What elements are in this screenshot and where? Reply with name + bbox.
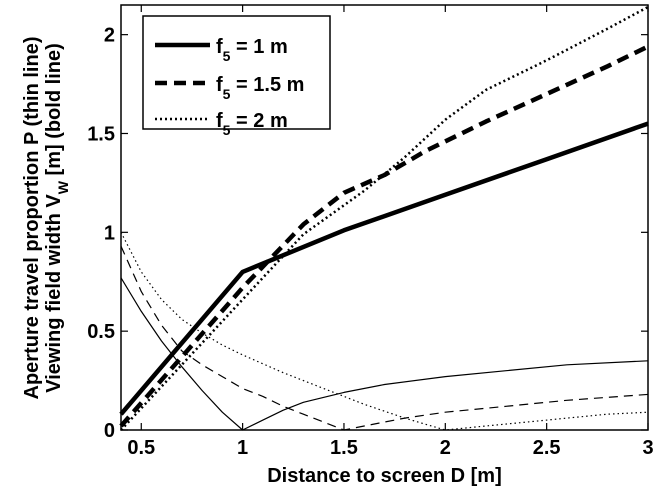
y-tick-label: 1 [104,222,115,244]
y-tick-label: 0.5 [87,321,115,343]
y-tick-label: 0 [104,420,115,442]
legend-entry-1: f5 = 1 m [216,36,288,64]
legend-entry-3: f5 = 2 m [216,110,288,138]
x-tick-label: 3 [642,437,653,459]
series-p-f5-1_5-line [120,245,649,431]
x-tick-label: 2 [440,437,451,459]
series-vw-f5-1_5-line [119,44,649,428]
y-tick-label: 2 [104,25,115,47]
y-tick-label: 1.5 [87,123,115,145]
y-axis-label-line1: Aperture travel proportion P (thin line) [21,37,43,400]
series-vw-f5-1-line [119,121,649,416]
y-axis-label-line2-main: Viewing field width V [43,194,65,393]
tick-layer: 0.5 1 1.5 2 2.5 3 0 0.5 1 1.5 2 [87,5,654,459]
y-axis-label-line2: Viewing field width VW [m] (bold line) [43,43,71,393]
x-axis-label: Distance to screen D [m] [267,465,502,487]
series-p-f5-2-line [120,232,649,431]
legend: f5 = 1 m f5 = 1.5 m f5 = 2 m [142,15,331,138]
series-layer [119,5,649,431]
y-axis-label-line2-sub: W [55,180,71,194]
x-tick-label: 2.5 [533,437,561,459]
x-tick-label: 0.5 [127,437,155,459]
plot-frame [120,4,649,431]
x-tick-label: 1.5 [330,437,358,459]
legend-entry-2: f5 = 1.5 m [216,74,304,102]
series-vw-f5-2-line [120,5,649,431]
legend-box [142,15,331,130]
series-p-f5-1-line [120,277,649,431]
y-axis-label: Aperture travel proportion P (thin line)… [21,37,71,400]
x-tick-label: 1 [237,437,248,459]
y-axis-label-line2-tail: [m] (bold line) [43,43,65,181]
